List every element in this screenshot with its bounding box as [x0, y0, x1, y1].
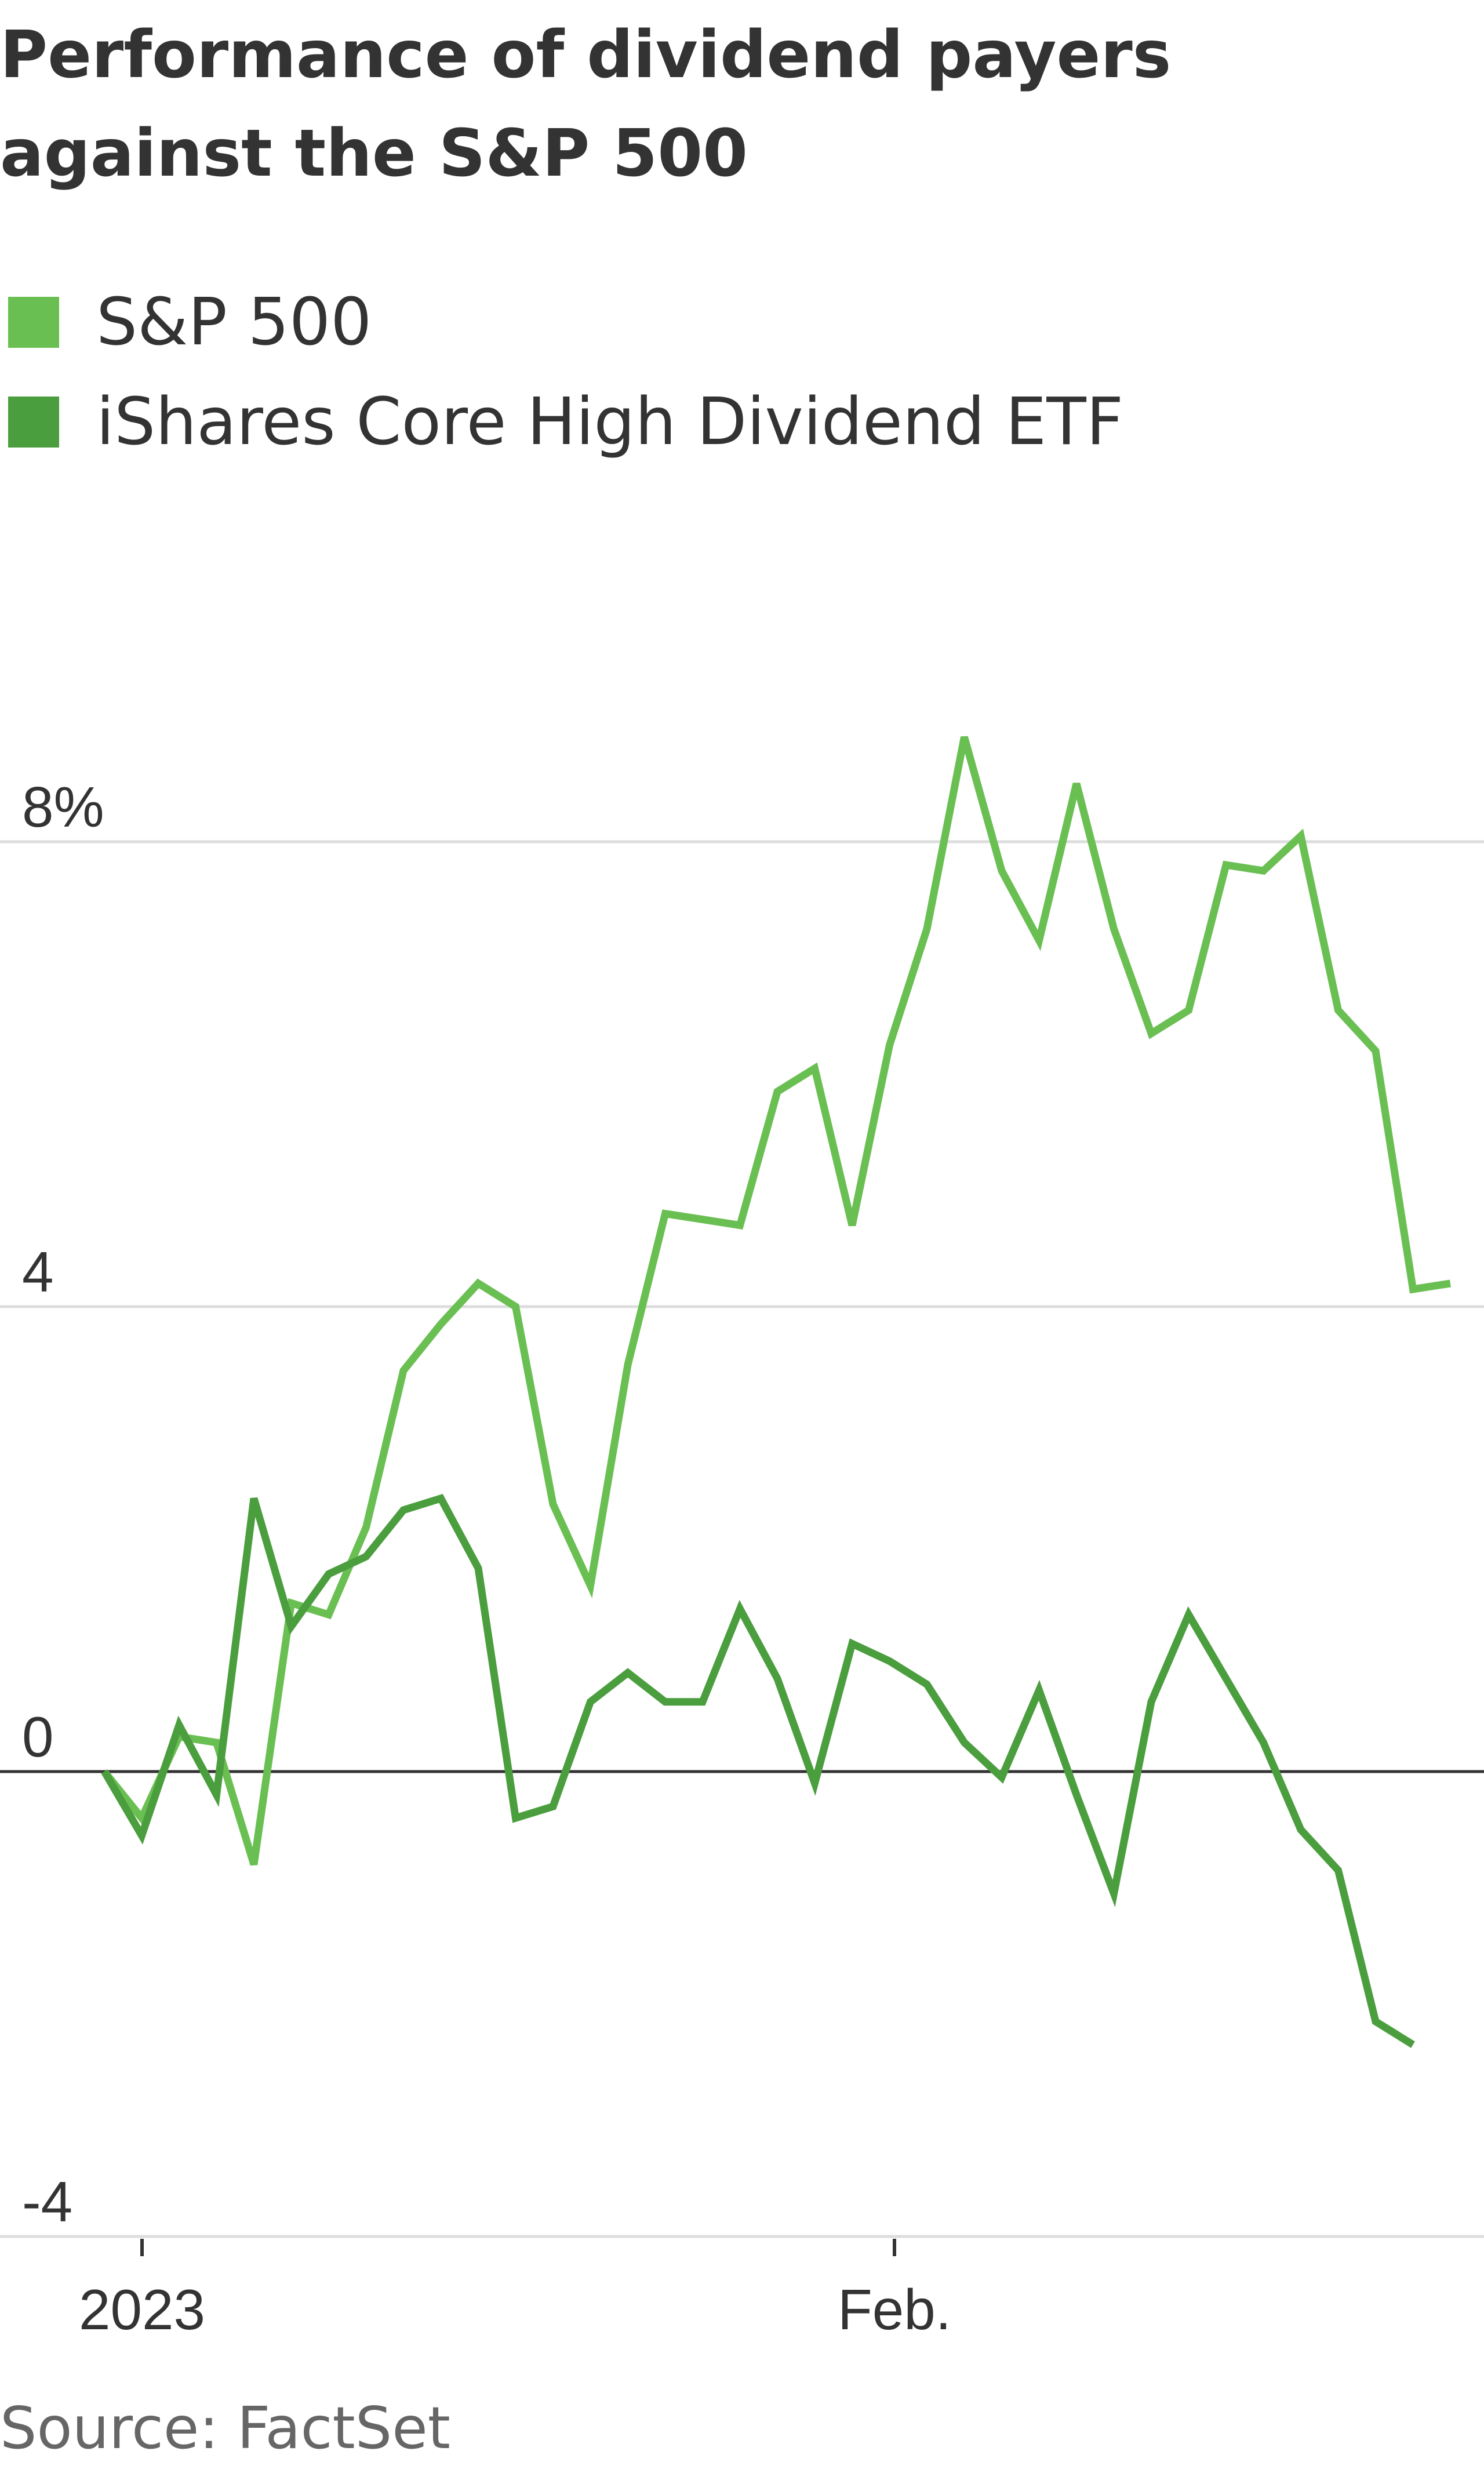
y-tick-label: -4	[22, 2170, 72, 2234]
legend-swatch-dividend-etf	[8, 397, 59, 448]
chart-title: Performance of dividend payers against t…	[0, 17, 1172, 191]
y-tick-label: 4	[22, 1240, 54, 1304]
legend-item-dividend-etf: iShares Core High Dividend ETF	[8, 372, 1123, 472]
legend-label-sp500: S&P 500	[96, 285, 372, 360]
legend-item-sp500: S&P 500	[8, 272, 1123, 372]
sp500-line	[101, 736, 1451, 1866]
x-tick-label: 2023	[79, 2278, 205, 2341]
legend-swatch-sp500	[8, 297, 59, 348]
legend: S&P 500 iShares Core High Dividend ETF	[8, 272, 1123, 472]
y-tick-label: 8%	[22, 775, 104, 839]
x-tick-label: Feb.	[838, 2278, 951, 2341]
dividend-etf-line	[101, 1493, 1415, 2048]
y-tick-label: 0	[22, 1705, 54, 1769]
legend-label-dividend-etf: iShares Core High Dividend ETF	[96, 384, 1124, 460]
source-note: Source: FactSet	[0, 2394, 450, 2462]
